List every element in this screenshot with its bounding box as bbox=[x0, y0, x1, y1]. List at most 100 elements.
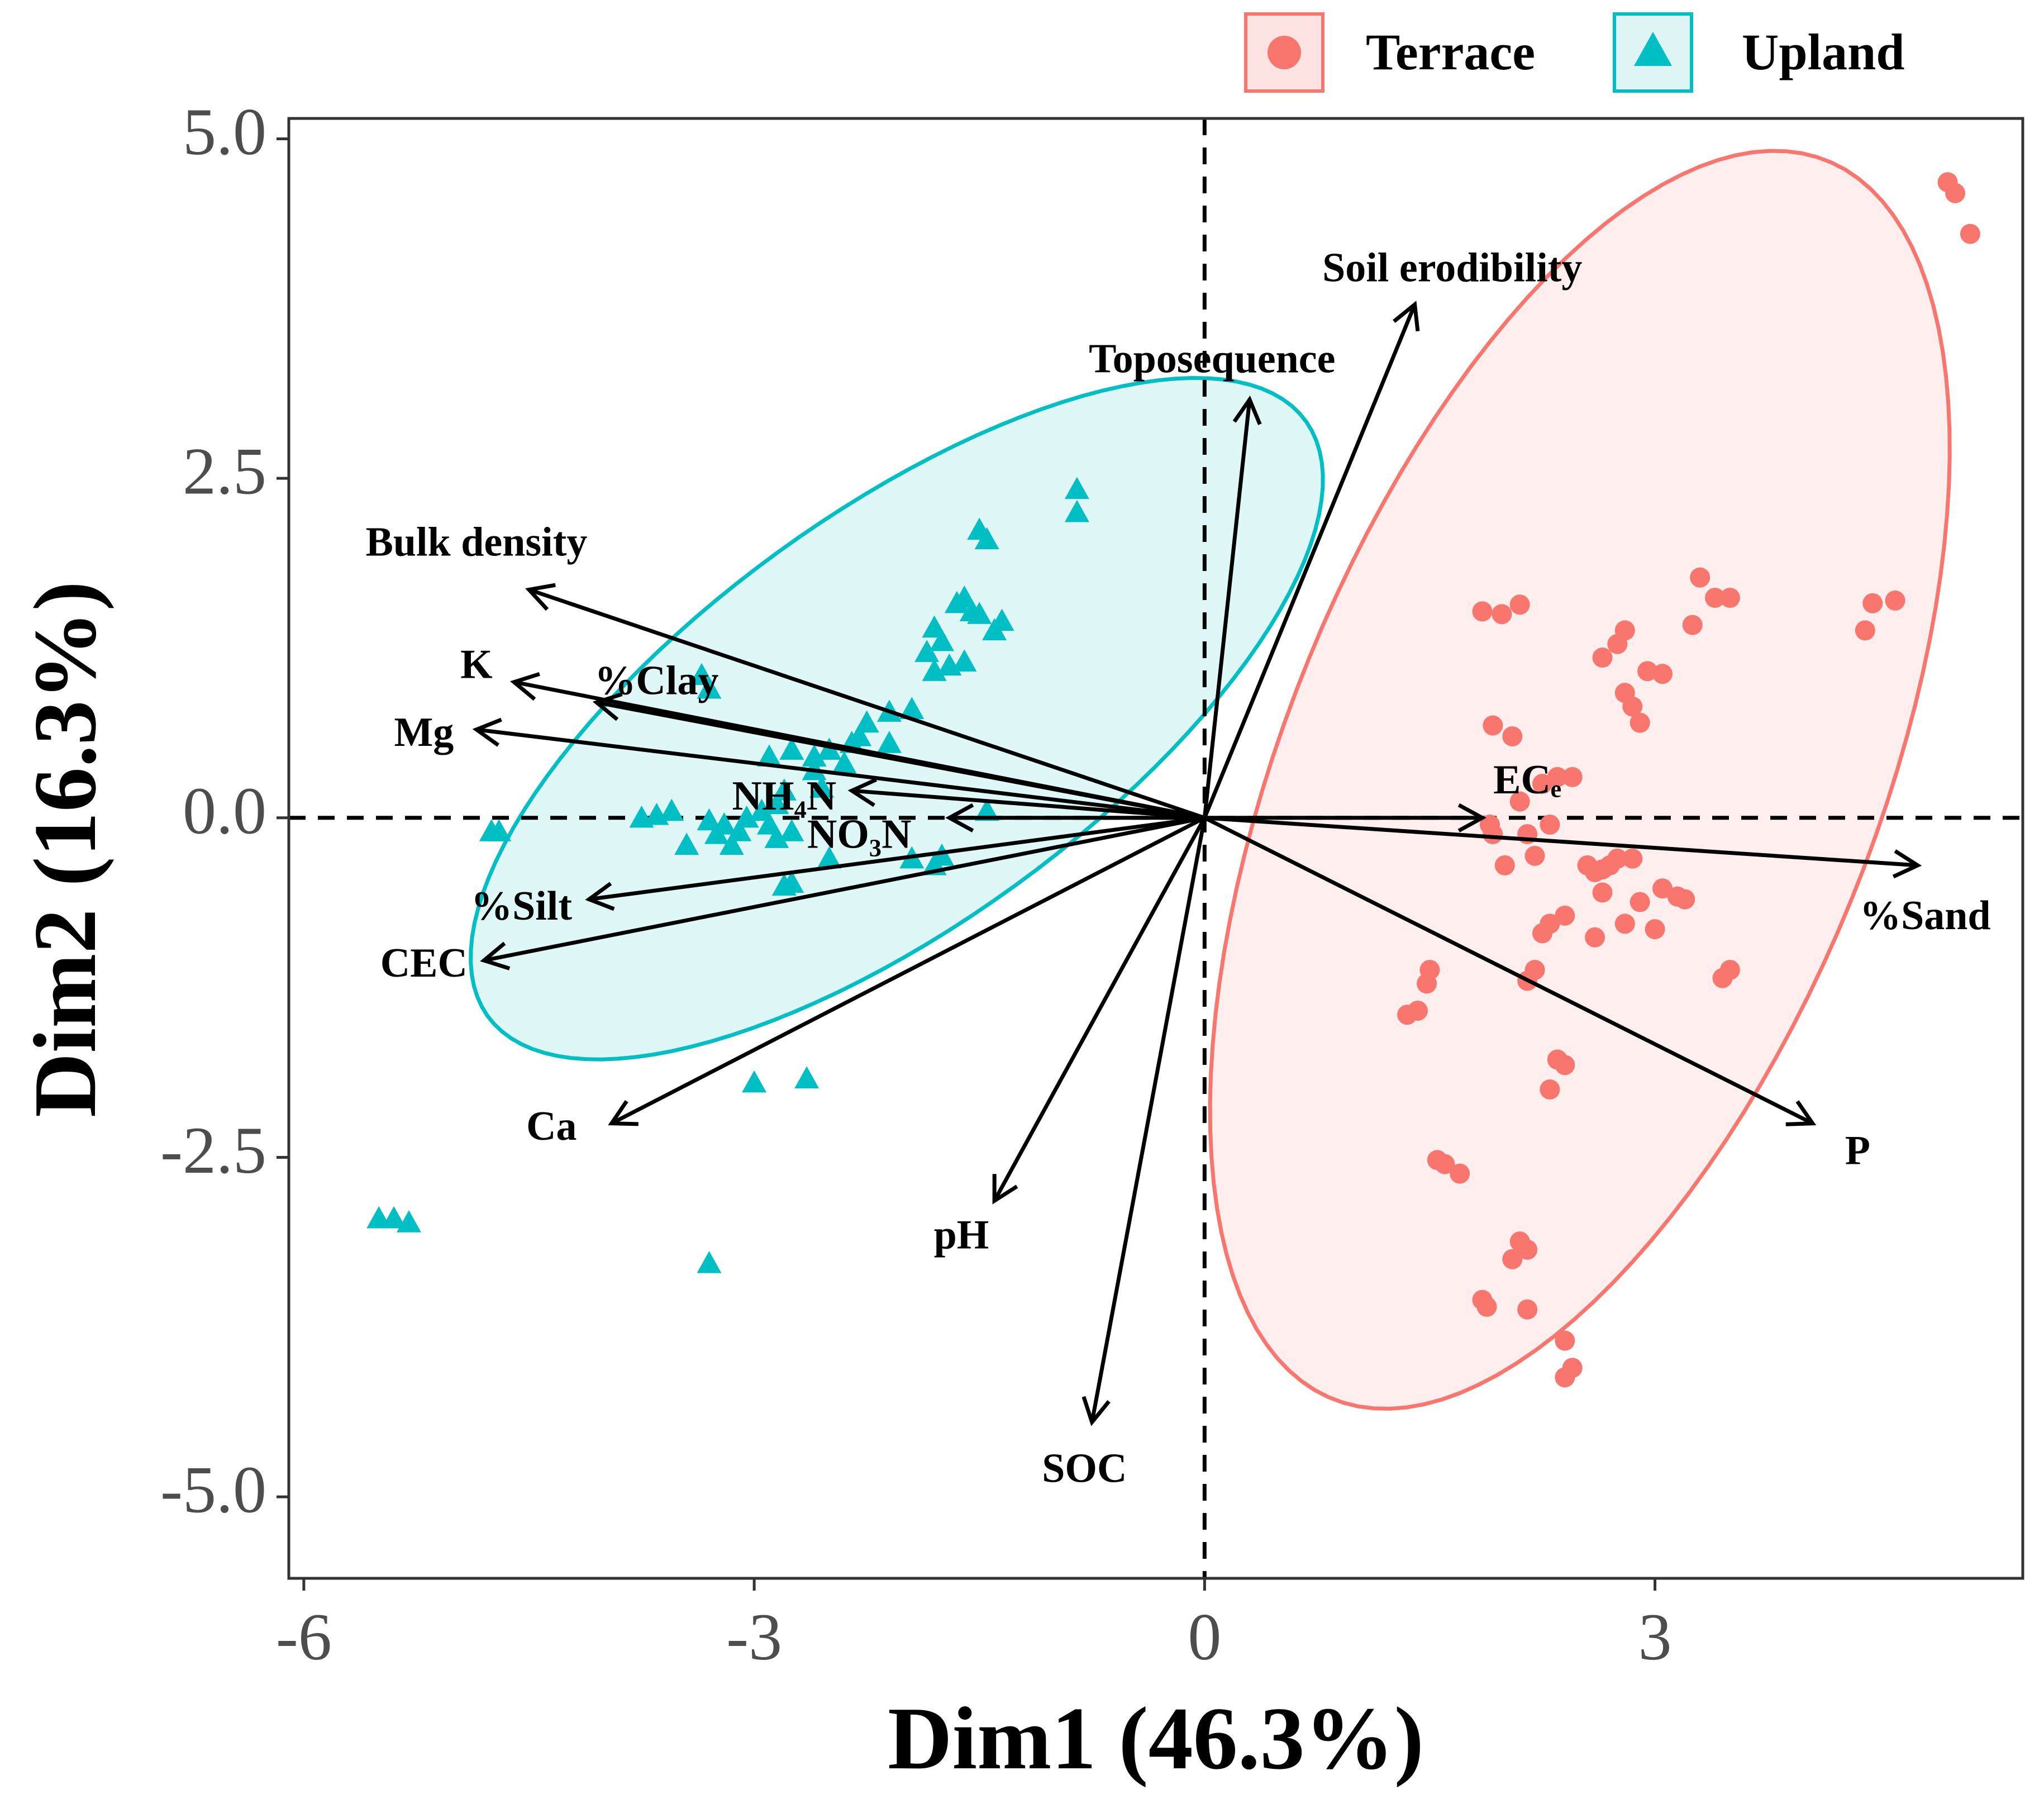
arrow-pct-sand bbox=[1204, 816, 1922, 879]
point-terrace bbox=[1435, 1154, 1455, 1174]
label-toposequence: Toposequence bbox=[1089, 336, 1335, 382]
arrow-p bbox=[1203, 816, 1817, 1126]
arrow-pct-clay bbox=[592, 692, 1205, 820]
point-terrace bbox=[1494, 855, 1515, 875]
x-axis-title: Dim1 (46.3%) bbox=[888, 1688, 1424, 1788]
point-terrace bbox=[1517, 1239, 1538, 1260]
point-terrace bbox=[1562, 767, 1583, 787]
y-axis-ticks: 5.0 2.5 0.0 -2.5 -5.0 bbox=[160, 94, 289, 1527]
y-tick-label: 0.0 bbox=[183, 773, 266, 848]
arrow-toposequence bbox=[1202, 395, 1262, 819]
point-terrace bbox=[1502, 1249, 1523, 1269]
reference-lines bbox=[289, 118, 2023, 1578]
point-upland bbox=[974, 798, 999, 821]
point-terrace bbox=[1630, 712, 1650, 733]
y-axis-title: Dim2 (16.3%) bbox=[15, 581, 115, 1117]
point-upland bbox=[779, 737, 804, 760]
point-upland bbox=[809, 775, 835, 798]
point-terrace bbox=[1517, 1299, 1538, 1320]
point-upland bbox=[1064, 477, 1089, 499]
x-tick-label: -3 bbox=[726, 1600, 782, 1674]
point-upland bbox=[704, 821, 729, 844]
point-terrace bbox=[1509, 791, 1530, 812]
point-upland bbox=[396, 1210, 421, 1233]
point-terrace bbox=[1540, 1079, 1560, 1100]
point-upland bbox=[944, 591, 969, 613]
label-k: K bbox=[460, 641, 493, 687]
point-terrace bbox=[1483, 824, 1503, 844]
point-upland bbox=[974, 527, 999, 550]
label-soc: SOC bbox=[1042, 1445, 1127, 1491]
label-pct-silt: %Silt bbox=[471, 883, 572, 929]
point-terrace bbox=[1547, 767, 1567, 787]
point-upland bbox=[1064, 499, 1089, 522]
y-tick-label: 5.0 bbox=[183, 94, 266, 169]
point-terrace bbox=[1705, 588, 1726, 608]
point-upland bbox=[914, 640, 940, 662]
arrow-soc bbox=[1081, 817, 1207, 1426]
data-points bbox=[366, 172, 1980, 1388]
point-upland bbox=[794, 1066, 819, 1089]
variable-labels: Soil erodibility Toposequence Bulk density… bbox=[365, 245, 1990, 1492]
point-upland bbox=[779, 870, 804, 893]
label-ca: Ca bbox=[526, 1103, 576, 1149]
point-terrace bbox=[1855, 620, 1875, 641]
point-terrace bbox=[1885, 590, 1905, 611]
point-terrace bbox=[1524, 845, 1545, 866]
point-terrace bbox=[1476, 1296, 1497, 1317]
point-upland bbox=[952, 649, 977, 672]
point-terrace bbox=[1592, 882, 1613, 903]
point-terrace bbox=[1622, 696, 1643, 717]
legend: Terrace Upland bbox=[1244, 12, 1905, 93]
point-upland bbox=[479, 819, 504, 841]
point-terrace bbox=[1719, 588, 1740, 608]
label-ph: pH bbox=[934, 1212, 989, 1258]
point-upland bbox=[779, 819, 804, 841]
point-terrace bbox=[1509, 594, 1530, 615]
point-terrace bbox=[1645, 919, 1665, 940]
point-terrace bbox=[1945, 183, 1966, 203]
point-terrace bbox=[1555, 905, 1575, 926]
label-soil-erodibility: Soil erodibility bbox=[1322, 245, 1582, 291]
label-ec: ECₑ bbox=[1493, 757, 1561, 803]
legend-label-upland: Upland bbox=[1742, 23, 1905, 80]
arrow-bulk-density bbox=[525, 583, 1206, 820]
point-upland bbox=[982, 618, 1007, 640]
label-mg: Mg bbox=[394, 710, 454, 755]
point-terrace bbox=[1652, 664, 1673, 684]
point-upland bbox=[930, 629, 955, 651]
arrow-nh-n bbox=[847, 778, 1205, 820]
x-tick-label: -6 bbox=[276, 1600, 332, 1674]
point-upland bbox=[697, 1251, 722, 1273]
label-p: P bbox=[1845, 1128, 1870, 1174]
point-upland bbox=[922, 659, 947, 681]
point-terrace bbox=[1690, 567, 1711, 588]
point-terrace bbox=[1483, 715, 1503, 736]
point-terrace bbox=[1614, 913, 1635, 934]
plot-panel-border bbox=[287, 117, 2024, 1580]
arrow-ph bbox=[992, 817, 1207, 1205]
point-terrace bbox=[1492, 604, 1512, 625]
legend-marker-upland bbox=[1634, 32, 1672, 66]
point-terrace bbox=[1532, 774, 1553, 794]
y-tick-label: 2.5 bbox=[183, 434, 266, 508]
point-upland bbox=[697, 676, 722, 699]
point-terrace bbox=[1502, 726, 1523, 746]
arrow-mg bbox=[472, 717, 1205, 820]
point-terrace bbox=[1592, 647, 1613, 668]
label-bulk-density: Bulk density bbox=[365, 520, 587, 565]
point-upland bbox=[832, 751, 857, 774]
y-tick-label: -2.5 bbox=[160, 1113, 266, 1187]
point-upland bbox=[674, 832, 699, 855]
point-terrace bbox=[1960, 223, 1980, 244]
point-terrace bbox=[1532, 923, 1553, 944]
point-terrace bbox=[1450, 1163, 1470, 1184]
point-upland bbox=[876, 731, 902, 753]
point-terrace bbox=[1555, 1367, 1575, 1388]
label-pct-sand: %Sand bbox=[1860, 893, 1990, 939]
point-upland bbox=[742, 1070, 767, 1093]
point-terrace bbox=[1712, 968, 1733, 988]
point-terrace bbox=[1397, 1005, 1418, 1025]
point-upland bbox=[817, 846, 842, 869]
